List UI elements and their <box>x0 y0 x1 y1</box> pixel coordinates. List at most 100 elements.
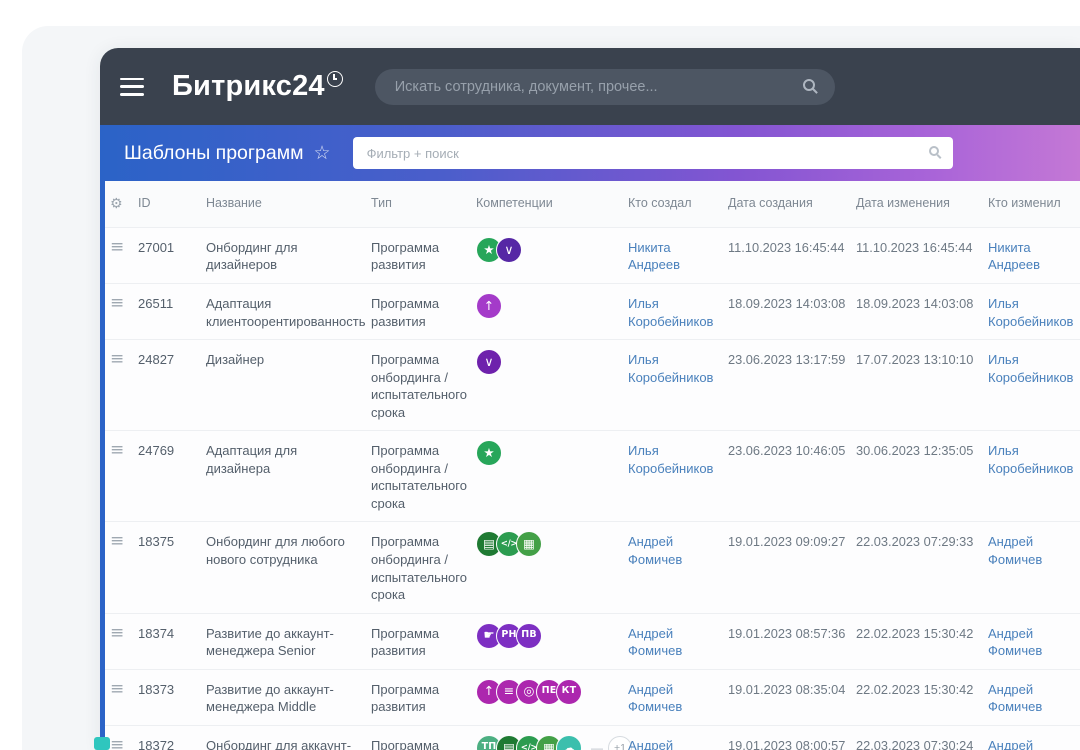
column-header-type[interactable]: Тип <box>371 196 392 210</box>
column-header-modifier[interactable]: Кто изменил <box>988 196 1061 210</box>
drag-handle-icon[interactable]: ≡ <box>110 349 125 370</box>
cloud-icon: ☁ <box>556 734 582 750</box>
table-row[interactable]: ≡ 26511 Адаптация клиентоорентированность П… <box>100 284 1080 341</box>
creator-link[interactable]: Илья Коробейников <box>628 352 714 385</box>
creator-link[interactable]: Андрей Фомичев <box>628 534 683 567</box>
settings-cell: ⚙ <box>100 181 130 227</box>
row-created-date: 19.01.2023 09:09:27 <box>728 534 846 550</box>
row-competencies: ★ <box>468 431 620 475</box>
row-created-date: 19.01.2023 08:35:04 <box>728 681 846 697</box>
drag-handle-icon[interactable]: ≡ <box>110 678 125 699</box>
row-created-date: 18.09.2023 14:03:08 <box>728 295 846 311</box>
table-row[interactable]: ≡ 18374 Развитие до аккаунт-менеджера Seni… <box>100 614 1080 670</box>
column-header-modified[interactable]: Дата изменения <box>856 196 950 210</box>
row-modifier: Андрей Фомичев <box>980 726 1080 750</box>
filter-search-input[interactable] <box>352 137 953 169</box>
grid-area: ⚙ ID Название Тип Компетенции Кто создал… <box>100 181 1080 750</box>
row-created-date: 11.10.2023 16:45:44 <box>728 239 845 255</box>
table-row[interactable]: ≡ 24769 Адаптация для дизайнера Программа о… <box>100 431 1080 523</box>
filter-search-icon[interactable] <box>928 146 939 156</box>
row-name: Адаптация клиентоорентированность <box>206 295 366 329</box>
drag-handle-icon[interactable]: ≡ <box>110 292 125 313</box>
drag-handle-icon[interactable]: ≡ <box>110 440 125 461</box>
favorite-star-icon[interactable]: ☆ <box>313 142 331 164</box>
global-search <box>374 68 835 105</box>
badge-rn: РН <box>496 622 522 649</box>
left-accent-strip <box>100 181 105 750</box>
column-header-id[interactable]: ID <box>138 196 151 210</box>
badge-pe-label: ПЕ <box>541 685 557 697</box>
table-row[interactable]: ≡ 18375 Онбординг для любого нового сотруд… <box>100 522 1080 614</box>
star-icon-glyph: ★ <box>483 445 495 461</box>
drag-handle-icon[interactable]: ≡ <box>110 622 125 643</box>
creator-link[interactable]: Никита Андреев <box>628 239 681 273</box>
modifier-link[interactable]: Андрей Фомичев <box>988 681 1043 715</box>
creator-link[interactable]: Илья Коробейников <box>628 295 714 329</box>
row-name: Онбординг для аккаунт-менеджера <box>206 737 352 750</box>
search-icon[interactable] <box>802 78 815 91</box>
column-header-name[interactable]: Название <box>206 196 262 210</box>
row-creator: Андрей Фомичев <box>620 614 720 669</box>
arrow-up-icon: ↑ <box>476 292 502 319</box>
drag-handle-cell: ≡ <box>100 228 130 266</box>
row-created-date: 23.06.2023 10:46:05 <box>728 443 846 459</box>
drag-handle-icon[interactable]: ≡ <box>110 734 125 750</box>
table-row[interactable]: ≡ 18373 Развитие до аккаунт-менеджера Midd… <box>100 670 1080 726</box>
creator-link[interactable]: Андрей Фомичев <box>628 681 683 715</box>
badge-rn-label: РН <box>501 629 517 641</box>
chevron-down-icon-glyph: ∨ <box>484 353 494 369</box>
gear-icon[interactable]: ⚙ <box>110 196 123 212</box>
drag-handle-cell: ≡ <box>100 431 130 469</box>
row-type: Программа развития <box>371 295 440 329</box>
modifier-link[interactable]: Андрей Фомичев <box>988 737 1034 750</box>
drag-handle-cell: ≡ <box>100 284 130 322</box>
filter-search <box>352 137 953 169</box>
chevron-down-icon-glyph: ∨ <box>504 241 514 257</box>
creator-link[interactable]: Андрей Фомичев <box>628 737 674 750</box>
creator-link[interactable]: Андрей Фомичев <box>628 625 683 659</box>
row-modifier: Андрей Фомичев <box>980 670 1080 725</box>
titlebar: Шаблоны программ ☆ <box>100 125 1080 181</box>
templates-table: ⚙ ID Название Тип Компетенции Кто создал… <box>100 181 1080 750</box>
page-title: Шаблоны программ <box>124 141 304 164</box>
row-creator: Илья Коробейников <box>620 284 720 339</box>
row-type: Программа онбординга / испытательного ср… <box>371 534 467 603</box>
table-row[interactable]: ≡ 24827 Дизайнер Программа онбординга / исп… <box>100 340 1080 432</box>
modifier-link[interactable]: Илья Коробейников <box>988 295 1074 329</box>
table-header-row: ⚙ ID Название Тип Компетенции Кто создал… <box>100 181 1080 228</box>
drag-handle-icon[interactable]: ≡ <box>110 236 125 257</box>
modifier-link[interactable]: Илья Коробейников <box>988 352 1074 385</box>
logo-text: Битрикс24 <box>172 70 325 102</box>
row-competencies: ∨ <box>468 340 620 384</box>
creator-link[interactable]: Илья Коробейников <box>628 443 714 476</box>
modifier-link[interactable]: Андрей Фомичев <box>988 534 1043 567</box>
chevron-down-icon: ∨ <box>496 236 522 263</box>
global-search-input[interactable] <box>374 68 835 105</box>
badge-kt: КТ <box>556 678 582 705</box>
menu-button[interactable] <box>120 77 144 96</box>
row-created-date: 23.06.2023 13:17:59 <box>728 352 846 368</box>
row-competencies: ☛ РН ПВ <box>468 614 620 658</box>
row-modifier: Илья Коробейников <box>980 340 1080 395</box>
row-modifier: Илья Коробейников <box>980 431 1080 486</box>
modifier-link[interactable]: Андрей Фомичев <box>988 625 1043 659</box>
table-row[interactable]: ≡ 27001 Онбординг для дизайнеров Программа … <box>100 228 1080 284</box>
column-header-creator[interactable]: Кто создал <box>628 196 692 210</box>
row-type: Программа развития <box>371 625 440 659</box>
row-type: Программа онбординга / испытательного ср… <box>371 443 467 511</box>
modifier-link[interactable]: Илья Коробейников <box>988 443 1074 476</box>
logo[interactable]: Битрикс24 <box>172 70 343 103</box>
drag-handle-icon[interactable]: ≡ <box>110 531 125 552</box>
row-modifier: Андрей Фомичев <box>980 614 1080 669</box>
row-id: 18373 <box>138 681 175 697</box>
row-creator: Андрей Фомичев <box>620 726 720 750</box>
modifier-link[interactable]: Никита Андреев <box>988 239 1041 273</box>
background-widget-chip <box>94 737 110 750</box>
row-id: 26511 <box>138 295 174 311</box>
row-created-date: 19.01.2023 08:00:57 <box>728 737 846 750</box>
column-header-created[interactable]: Дата создания <box>728 196 813 210</box>
badge-kt-label: КТ <box>561 685 577 697</box>
column-header-competencies[interactable]: Компетенции <box>476 196 553 210</box>
row-modified-date: 22.03.2023 07:29:33 <box>856 534 974 550</box>
table-row[interactable]: ≡ 18372 Онбординг для аккаунт-менеджера Про… <box>100 726 1080 750</box>
